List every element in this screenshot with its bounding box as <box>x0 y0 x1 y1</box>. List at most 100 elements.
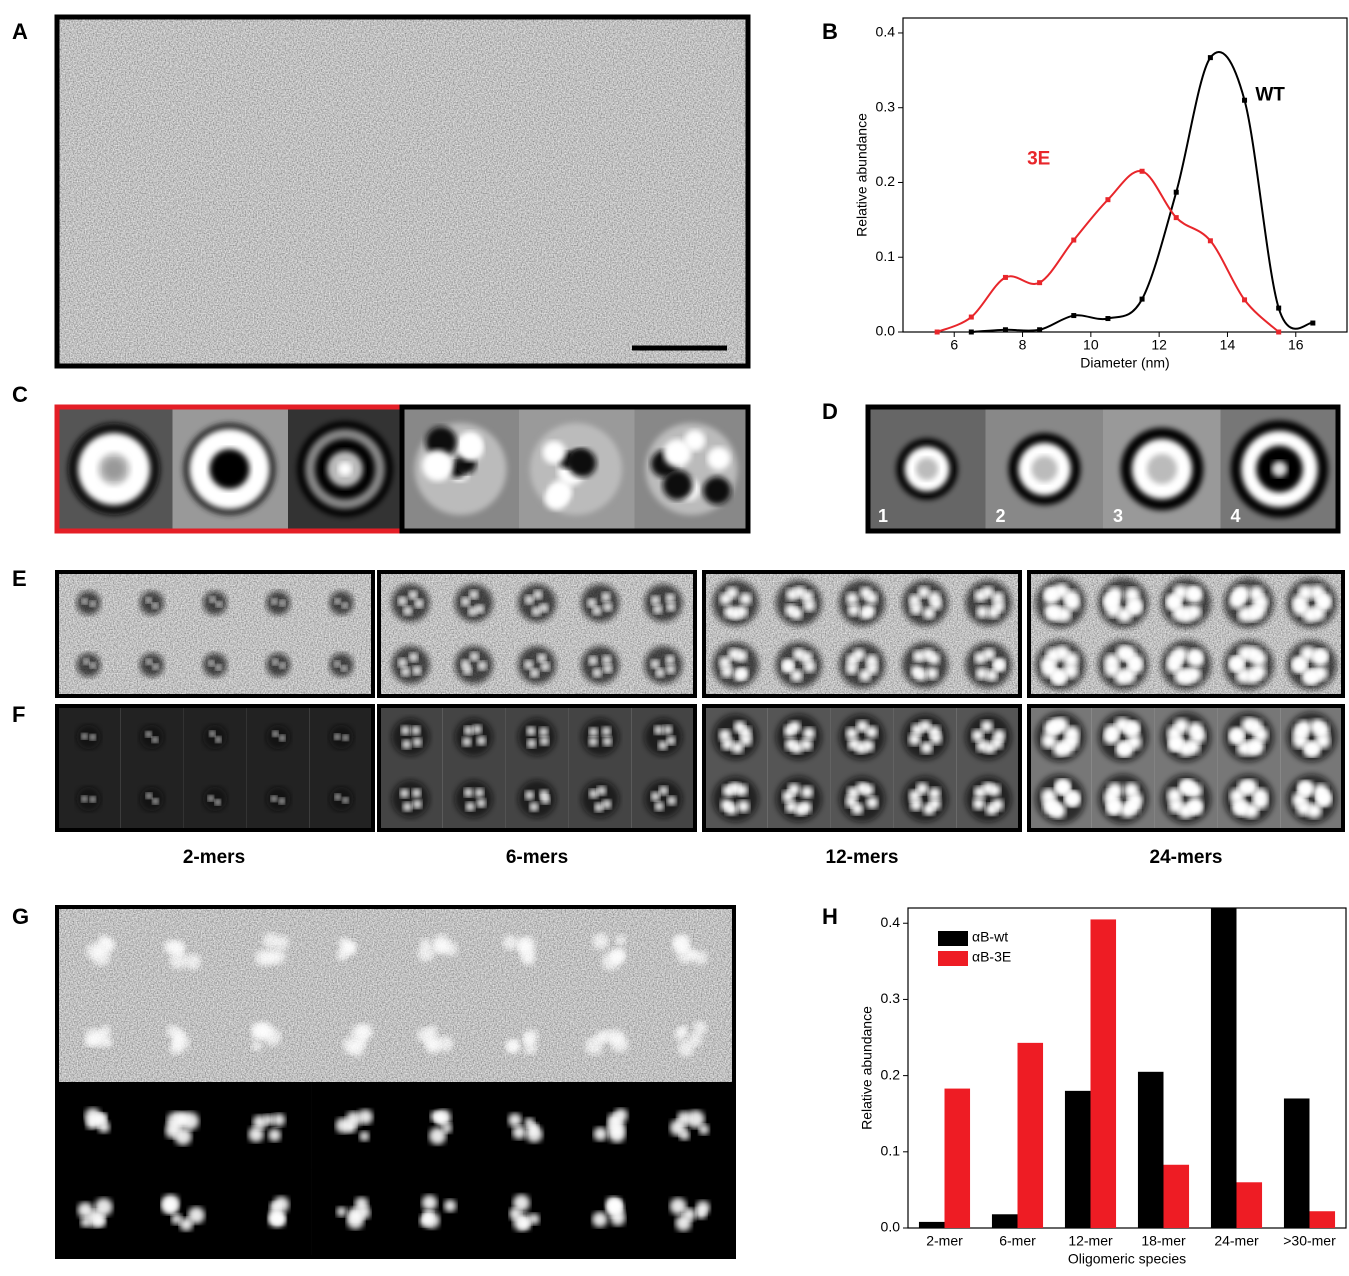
blob <box>97 1113 107 1123</box>
blob <box>801 651 813 663</box>
blob <box>1313 650 1328 665</box>
blob <box>1115 741 1130 756</box>
blob <box>90 662 96 668</box>
particle-halo <box>839 580 885 626</box>
particle-halo <box>77 725 101 749</box>
blob <box>651 659 660 668</box>
blob <box>737 800 749 812</box>
blob <box>275 936 289 950</box>
blob <box>1314 723 1329 738</box>
tile <box>226 1170 311 1258</box>
blob <box>152 737 158 743</box>
blob <box>1041 789 1056 804</box>
blob <box>475 788 484 797</box>
blob <box>654 726 663 735</box>
blob <box>1127 654 1142 669</box>
ring <box>1147 454 1177 484</box>
blob <box>594 1127 608 1141</box>
blob <box>677 1111 691 1125</box>
blob <box>928 653 940 665</box>
blob <box>86 1117 98 1129</box>
particle-halo <box>455 584 493 622</box>
blob <box>923 607 935 619</box>
blob <box>740 593 752 605</box>
blob <box>614 1109 628 1123</box>
blob <box>1127 598 1142 613</box>
blob <box>411 726 420 735</box>
panel-label: H <box>822 904 838 929</box>
blob <box>478 661 487 670</box>
tile <box>565 1170 650 1258</box>
blob <box>666 665 675 674</box>
blob <box>253 1115 267 1129</box>
blob <box>848 604 860 616</box>
particle-halo <box>392 646 430 684</box>
blob <box>512 1125 526 1139</box>
bar <box>919 1222 945 1228</box>
particle-halo <box>902 776 948 822</box>
point <box>1037 327 1042 332</box>
blob <box>785 604 797 616</box>
blob <box>1234 586 1249 601</box>
blob <box>549 480 573 504</box>
blob <box>1187 783 1202 798</box>
x-tick-label: 2-mer <box>926 1233 963 1249</box>
particle-halo <box>518 780 556 818</box>
blob <box>655 802 664 811</box>
blob <box>208 660 214 666</box>
blob <box>846 727 858 739</box>
blob <box>688 950 699 961</box>
blob <box>424 1034 440 1050</box>
blob <box>603 664 612 673</box>
y-tick-label: 0.2 <box>881 1066 901 1082</box>
blob <box>666 602 675 611</box>
tile <box>396 1170 481 1258</box>
point <box>935 330 940 335</box>
blob <box>703 477 731 505</box>
blob <box>400 789 409 798</box>
blob <box>464 726 473 735</box>
blob <box>251 1040 262 1051</box>
blob <box>543 441 566 464</box>
blob <box>335 794 341 800</box>
y-tick-label: 0.0 <box>876 323 896 339</box>
blob <box>585 1037 603 1055</box>
blob <box>724 606 736 618</box>
blob <box>928 591 940 603</box>
blob <box>607 1200 624 1217</box>
y-tick-label: 0.4 <box>876 24 896 40</box>
blob <box>165 1123 180 1138</box>
blob <box>433 935 450 952</box>
blob <box>726 587 738 599</box>
particle-halo <box>581 780 619 818</box>
blob <box>1238 607 1253 622</box>
series-label: WT <box>1255 85 1285 106</box>
ring <box>210 449 250 489</box>
blob <box>663 470 693 500</box>
blob <box>336 949 347 960</box>
point <box>1105 316 1110 321</box>
tile <box>142 1170 227 1258</box>
blob <box>688 1033 702 1047</box>
blob <box>82 598 88 604</box>
blob <box>519 945 535 961</box>
blob <box>279 663 285 669</box>
x-tick-label: 18-mer <box>1141 1233 1186 1249</box>
y-axis-label: Relative abundance <box>859 1006 875 1130</box>
blob <box>1253 595 1268 610</box>
y-tick-label: 0.4 <box>881 914 901 930</box>
blob <box>470 652 479 661</box>
blob <box>525 791 534 800</box>
blob <box>335 598 341 604</box>
blob <box>666 593 675 602</box>
particle-halo <box>644 780 682 818</box>
particle-halo <box>203 653 227 677</box>
blob <box>357 1024 373 1040</box>
blob <box>684 430 705 451</box>
blob <box>527 727 536 736</box>
blob <box>1316 592 1331 607</box>
blob <box>1065 791 1080 806</box>
particle-halo <box>518 646 556 684</box>
blob <box>976 606 988 618</box>
bar <box>1065 1091 1091 1228</box>
